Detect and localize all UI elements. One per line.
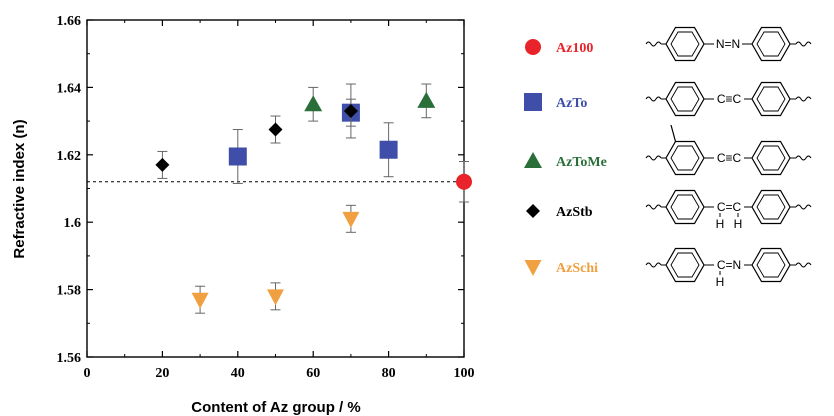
legend-item-azschi: AzSchi (524, 260, 598, 276)
y-tick-label: 1.56 (57, 351, 82, 366)
y-tick-labels: 1.56 1.58 1.6 1.62 1.64 1.66 (57, 14, 82, 366)
x-tick-label: 100 (454, 366, 475, 381)
svg-text:C=N: C=N (717, 258, 741, 272)
legend-marker-aztome (524, 152, 542, 168)
data-points (155, 83, 472, 314)
x-tick-labels: 0 20 40 60 80 100 (84, 366, 475, 381)
legend-marker-azstb (526, 204, 540, 218)
data-point-az100 (456, 173, 472, 190)
x-axis-label: Content of Az group / % (191, 399, 360, 416)
legend-marker-azto (524, 93, 542, 111)
legend-label-azto: AzTo (556, 96, 587, 111)
svg-text:H: H (716, 275, 725, 289)
y-tick-label: 1.62 (57, 149, 82, 164)
x-tick-label: 0 (84, 366, 91, 381)
x-tick-label: 60 (306, 366, 320, 381)
legend-marker-az100 (525, 39, 541, 55)
data-point-azschi (342, 211, 360, 228)
data-point-azstb (343, 103, 358, 118)
y-tick-label: 1.6 (64, 216, 82, 231)
legend-label-az100: Az100 (556, 41, 593, 56)
legend-label-aztome: AzToMe (556, 155, 607, 170)
svg-text:H: H (716, 217, 725, 231)
data-point-azto (379, 140, 398, 159)
data-point-aztome (417, 91, 436, 108)
stilbene-structure-icon: C=C H H (645, 189, 812, 231)
svg-text:C=C: C=C (717, 200, 742, 214)
legend-marker-azschi (524, 260, 542, 276)
legend-label-azschi: AzSchi (556, 261, 598, 276)
data-point-azstb (155, 157, 170, 172)
data-point-azschi (267, 289, 284, 306)
legend-item-az100: Az100 (525, 39, 593, 56)
x-tick-label: 20 (155, 366, 169, 381)
methyl-tolane-structure-icon: C≡C (645, 124, 812, 176)
svg-text:C≡C: C≡C (717, 92, 742, 106)
plot-area: 0 20 40 60 80 100 1.56 1.58 1.6 1.62 1.64 1.66 (57, 14, 475, 381)
data-point-aztome (304, 95, 323, 112)
data-point-azschi (191, 292, 209, 309)
data-point-azstb (268, 122, 283, 137)
legend-label-azstb: AzStb (556, 205, 593, 220)
legend: Az100 AzTo AzToMe AzStb AzSchi (524, 39, 607, 276)
x-tick-label: 80 (382, 366, 396, 381)
svg-text:C≡C: C≡C (717, 151, 742, 165)
tolane-structure-icon: C≡C (645, 81, 812, 117)
azobenzene-structure-icon: N=N (645, 26, 812, 62)
x-tick-label: 40 (231, 366, 245, 381)
svg-text:N=N: N=N (716, 37, 740, 51)
legend-item-aztome: AzToMe (524, 152, 607, 170)
y-tick-label: 1.64 (57, 81, 82, 96)
data-point-azto (228, 147, 247, 166)
legend-item-azto: AzTo (524, 93, 587, 111)
ticks (86, 19, 465, 358)
y-axis-label: Refractive index (n) (11, 119, 28, 258)
y-tick-label: 1.58 (57, 284, 82, 299)
legend-item-azstb: AzStb (526, 204, 593, 220)
svg-text:H: H (734, 217, 743, 231)
schiff-base-structure-icon: C=N H (645, 247, 812, 289)
y-tick-label: 1.66 (57, 14, 82, 29)
